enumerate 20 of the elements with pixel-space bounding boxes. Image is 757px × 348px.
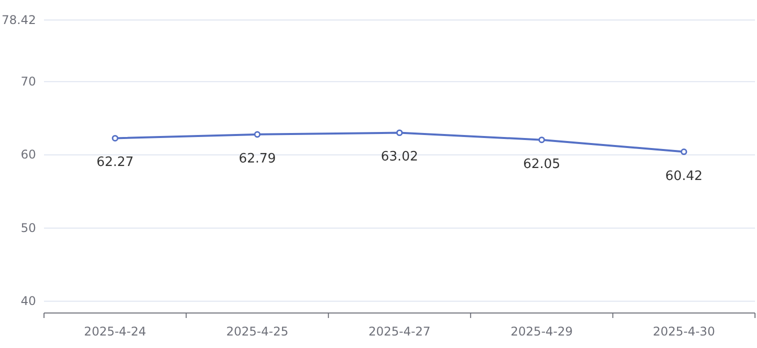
x-tick-label: 2025-4-24 <box>84 324 146 339</box>
x-tick-label: 2025-4-27 <box>368 324 431 339</box>
data-label: 60.42 <box>665 168 703 184</box>
x-tick-label: 2025-4-29 <box>510 324 573 339</box>
point <box>538 136 545 144</box>
y-tick-label: 50 <box>20 220 36 235</box>
point <box>396 129 403 136</box>
point <box>254 131 261 138</box>
x-tick-label: 2025-4-30 <box>652 324 715 339</box>
data-label: 62.05 <box>523 156 560 172</box>
y-tick-label: 78.42 <box>2 12 36 27</box>
data-label: 63.02 <box>380 150 418 165</box>
y-tick-label: 70 <box>20 74 36 88</box>
data-label: 62.79 <box>238 151 276 166</box>
x-tick-label: 2025-4-25 <box>226 324 288 339</box>
point <box>680 148 688 156</box>
data-label: 62.27 <box>96 155 134 170</box>
point <box>112 134 118 142</box>
y-tick-label: 40 <box>20 294 36 308</box>
y-tick-label: 60 <box>20 148 36 162</box>
